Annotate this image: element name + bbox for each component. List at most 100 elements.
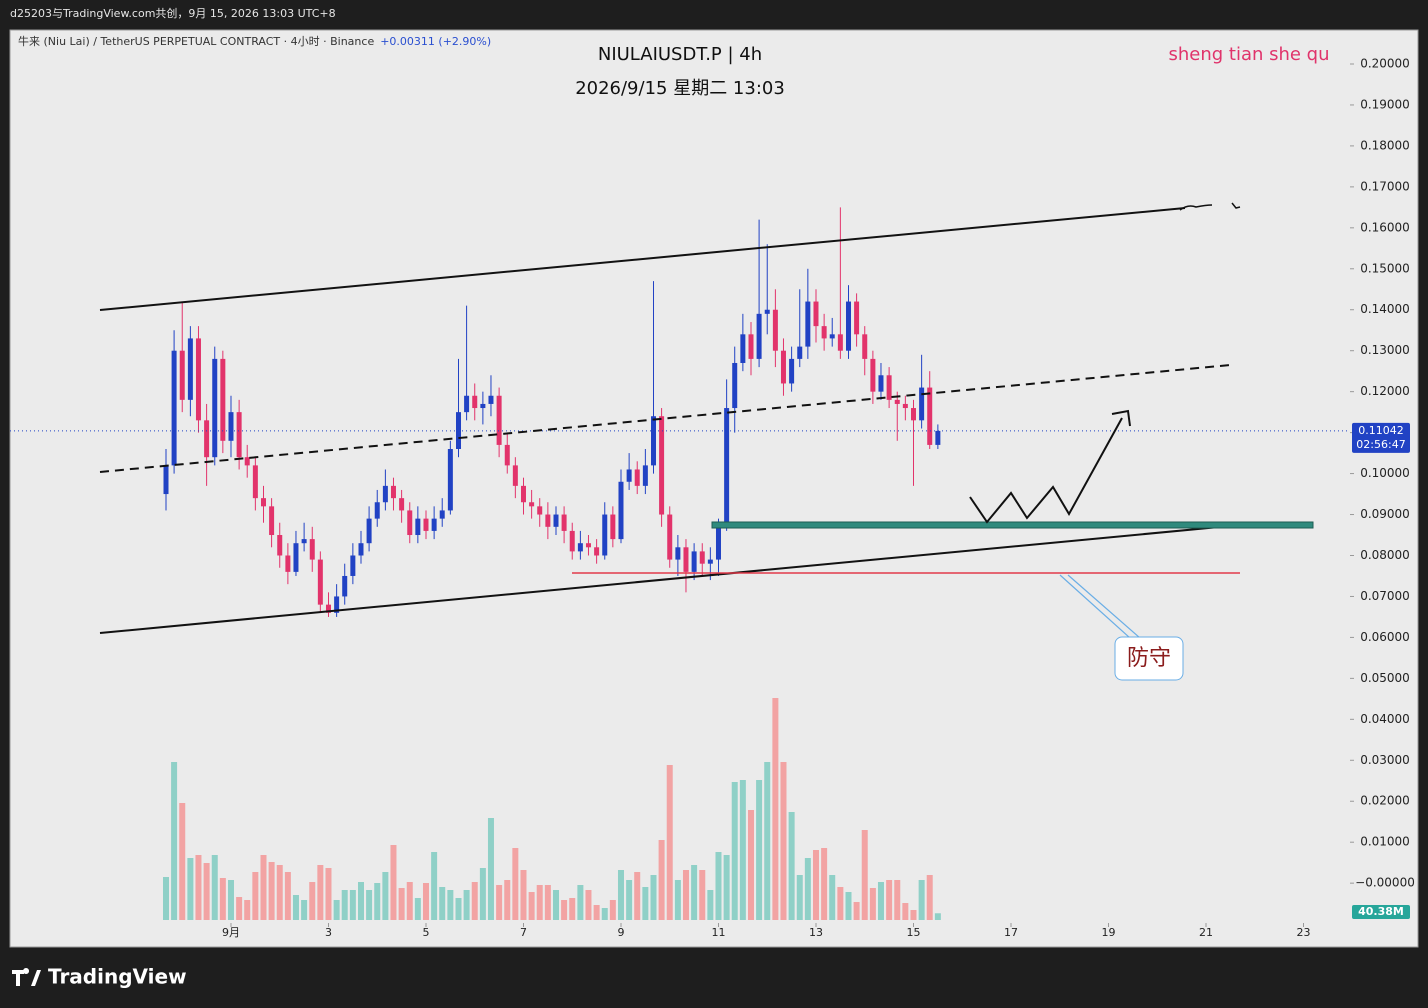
countdown: 02:56:47 [1356, 438, 1405, 451]
volume-bar [780, 762, 787, 920]
candle-body [423, 518, 429, 531]
volume-bar [910, 910, 917, 920]
volume-bar [455, 898, 462, 920]
candle-body [634, 469, 640, 486]
candle-body [651, 416, 657, 466]
candle-body [715, 526, 721, 560]
volume-bar [739, 780, 746, 920]
volume-bar [748, 810, 755, 920]
x-tick-label: 19 [1101, 926, 1115, 939]
volume-bar [796, 875, 803, 920]
y-tick-label: 0.17000 [1360, 179, 1410, 193]
y-tick-label: 0.04000 [1360, 712, 1410, 726]
volume-bar [244, 900, 251, 920]
candle-body [789, 358, 795, 384]
volume-bar [723, 855, 730, 920]
change: +0.00311 (+2.90%) [380, 35, 491, 48]
volume-bar [479, 868, 486, 920]
y-tick-label: 0.20000 [1360, 56, 1410, 70]
volume-bar [504, 880, 511, 920]
candle-body [212, 358, 218, 458]
candle-body [537, 506, 543, 515]
candle-body [805, 301, 811, 347]
candle-body [724, 408, 730, 527]
price-label-box [1352, 422, 1410, 453]
volume-bar [179, 803, 186, 920]
candle-body [285, 555, 291, 572]
candle-body [325, 604, 331, 613]
volume-bar [284, 872, 291, 920]
volume-bar [682, 870, 689, 920]
candle-body [317, 559, 323, 605]
volume-bar [309, 882, 316, 920]
candle-body [269, 506, 275, 536]
candle-body [577, 543, 583, 552]
candle-body [195, 338, 201, 421]
volume-bar [674, 880, 681, 920]
candle-body [545, 514, 551, 527]
volume-bar [431, 852, 438, 920]
candle-body [301, 539, 307, 544]
volume-bar [398, 888, 405, 920]
volume-bar [366, 890, 373, 920]
chart-pane [9, 29, 1419, 948]
candle-body [204, 420, 210, 458]
candle-body [569, 530, 575, 552]
volume-bar [211, 855, 218, 920]
volume-bar [642, 887, 649, 920]
y-tick-label: 0.01000 [1360, 835, 1410, 849]
volume-bar [406, 882, 413, 920]
volume-bar [707, 890, 714, 920]
support-zone [711, 521, 1314, 529]
volume-bar [626, 880, 633, 920]
candle-body [358, 543, 364, 556]
y-tick-label: 0.15000 [1360, 261, 1410, 275]
candle-body [902, 403, 908, 409]
candle-body [488, 395, 494, 404]
candle-body [342, 575, 348, 597]
watermark: sheng tian she qu [1168, 44, 1329, 65]
volume-bar [471, 882, 478, 920]
last-price-label: 0.11042 [1358, 424, 1404, 437]
candle-body [220, 358, 226, 441]
path-projection [969, 417, 1123, 524]
candle-body [293, 543, 299, 572]
annotation: 防守 [1127, 646, 1171, 671]
volume-bar [601, 908, 608, 920]
legend: 牛来 (Niu Lai) / TetherUS PERPETUAL CONTRA… [18, 34, 491, 48]
candle-body [772, 309, 778, 351]
candle-body [561, 514, 567, 531]
volume-bar [463, 890, 470, 920]
candle-body [585, 543, 591, 548]
candle-body [480, 403, 486, 409]
y-tick-label: 0.18000 [1360, 138, 1410, 152]
candle-body [350, 555, 356, 576]
candle-body [870, 358, 876, 392]
volume-bar [374, 883, 381, 920]
candle-body [252, 465, 258, 499]
volume-bar [593, 905, 600, 920]
volume-bar [634, 872, 641, 920]
candle-body [447, 448, 453, 511]
y-tick-label: 0.14000 [1360, 302, 1410, 316]
y-tick-label: 0.08000 [1360, 548, 1410, 562]
y-tick-label: 0.05000 [1360, 671, 1410, 685]
y-tick-label: 0.16000 [1360, 220, 1410, 234]
volume-label: 40.38M [1358, 905, 1404, 918]
y-tick-label: 0.19000 [1360, 97, 1410, 111]
volume-bar [439, 887, 446, 920]
candle-body [829, 334, 835, 339]
volume-bar [422, 883, 429, 920]
volume-bar [869, 888, 876, 920]
candle-body [594, 547, 600, 556]
volume-bar [788, 812, 795, 920]
volume-bar [496, 885, 503, 920]
volume-bar [268, 862, 275, 920]
candle-body [464, 395, 470, 413]
candle-body [277, 535, 283, 556]
candle-body [439, 510, 445, 519]
candle-body [431, 518, 437, 531]
candle-body [334, 596, 340, 613]
candle-body [496, 395, 502, 445]
